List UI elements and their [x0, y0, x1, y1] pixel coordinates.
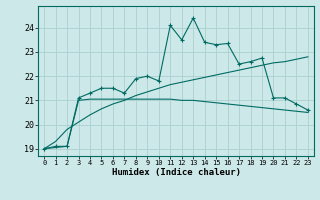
X-axis label: Humidex (Indice chaleur): Humidex (Indice chaleur) — [111, 168, 241, 177]
